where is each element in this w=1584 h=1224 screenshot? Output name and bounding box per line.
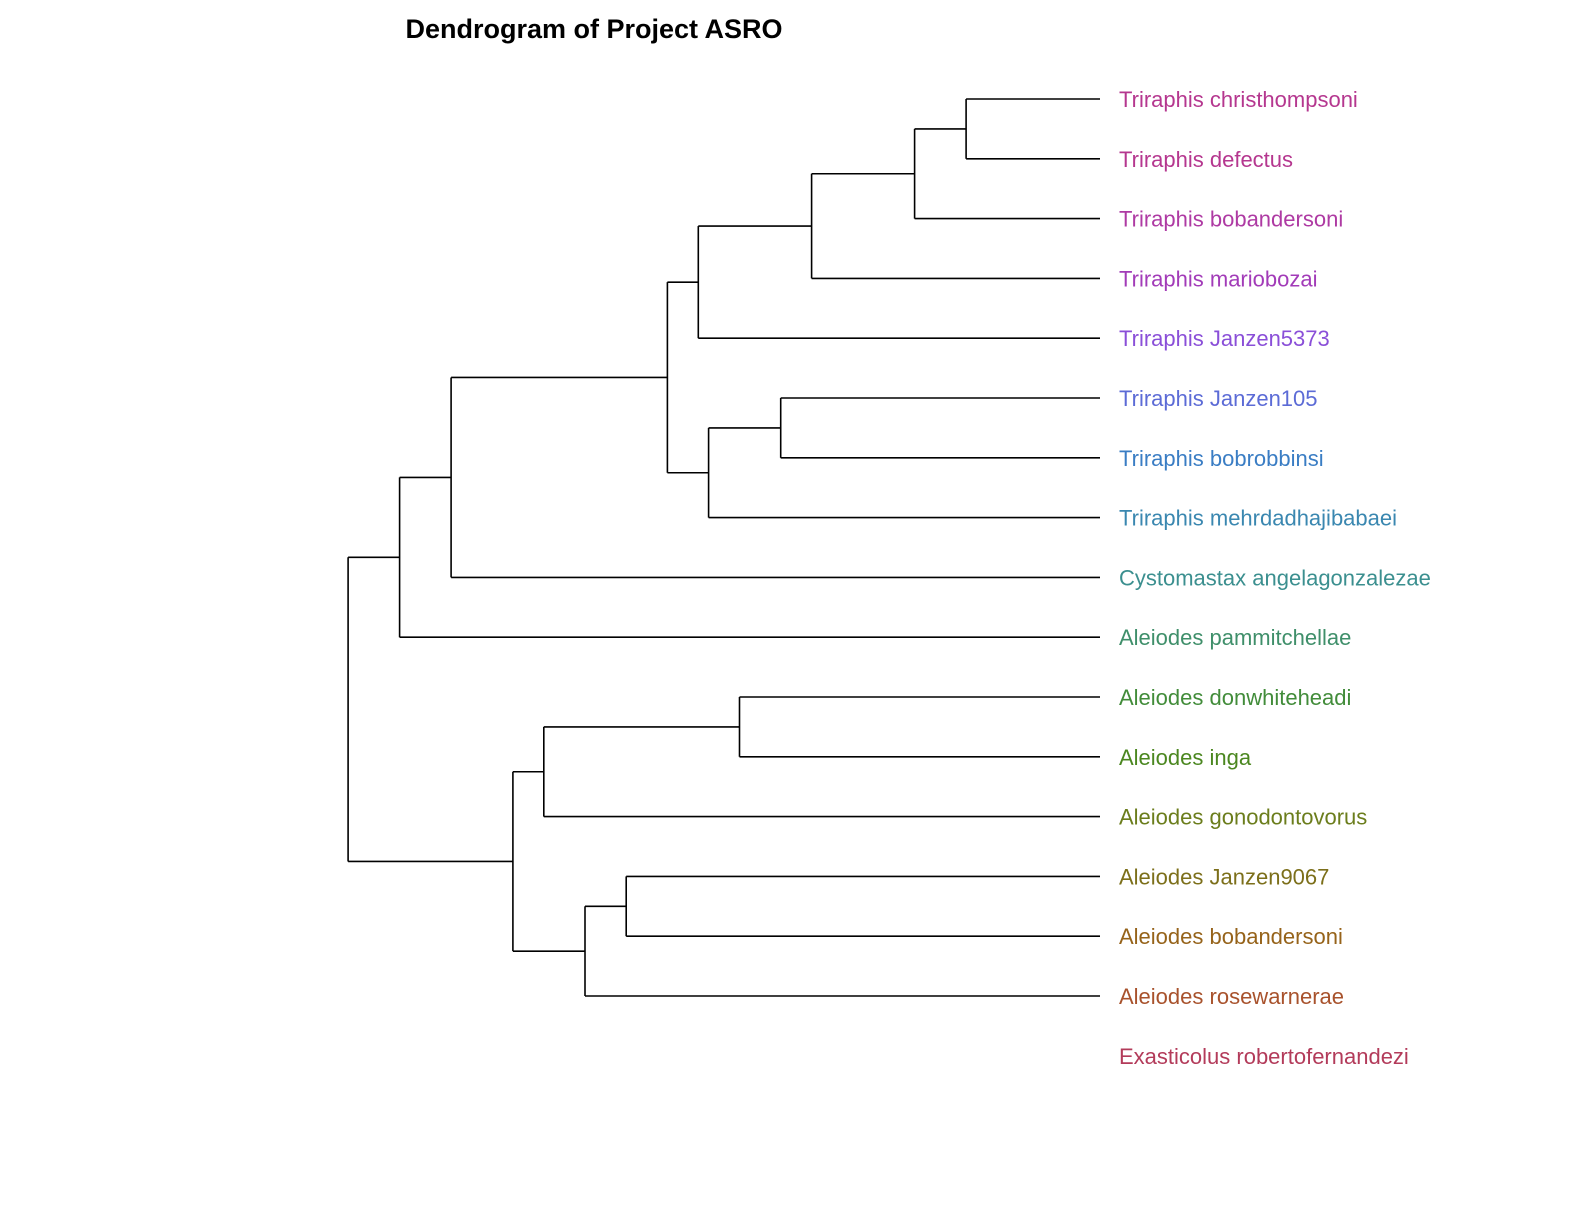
chart-title: Dendrogram of Project ASRO	[405, 14, 783, 44]
leaf-label: Aleiodes Janzen9067	[1119, 864, 1329, 889]
leaf-label: Cystomastax angelagonzalezae	[1119, 565, 1431, 590]
leaf-label: Triraphis bobrobbinsi	[1119, 446, 1324, 471]
leaf-label: Triraphis mariobozai	[1119, 266, 1317, 291]
leaf-label: Aleiodes inga	[1119, 745, 1252, 770]
leaf-label: Aleiodes gonodontovorus	[1119, 805, 1367, 830]
leaf-label: Triraphis Janzen105	[1119, 386, 1318, 411]
leaf-label: Aleiodes pammitchellae	[1119, 625, 1351, 650]
leaf-label: Aleiodes donwhiteheadi	[1119, 685, 1351, 710]
leaf-label: Triraphis mehrdadhajibabaei	[1119, 506, 1397, 531]
leaf-label: Exasticolus robertofernandezi	[1119, 1044, 1409, 1069]
leaf-label: Triraphis defectus	[1119, 147, 1293, 172]
leaf-label: Aleiodes bobandersoni	[1119, 924, 1343, 949]
leaf-label: Aleiodes rosewarnerae	[1119, 984, 1344, 1009]
leaf-label: Triraphis christhompsoni	[1119, 87, 1358, 112]
leaf-label: Triraphis bobandersoni	[1119, 207, 1343, 232]
leaf-label: Triraphis Janzen5373	[1119, 326, 1330, 351]
